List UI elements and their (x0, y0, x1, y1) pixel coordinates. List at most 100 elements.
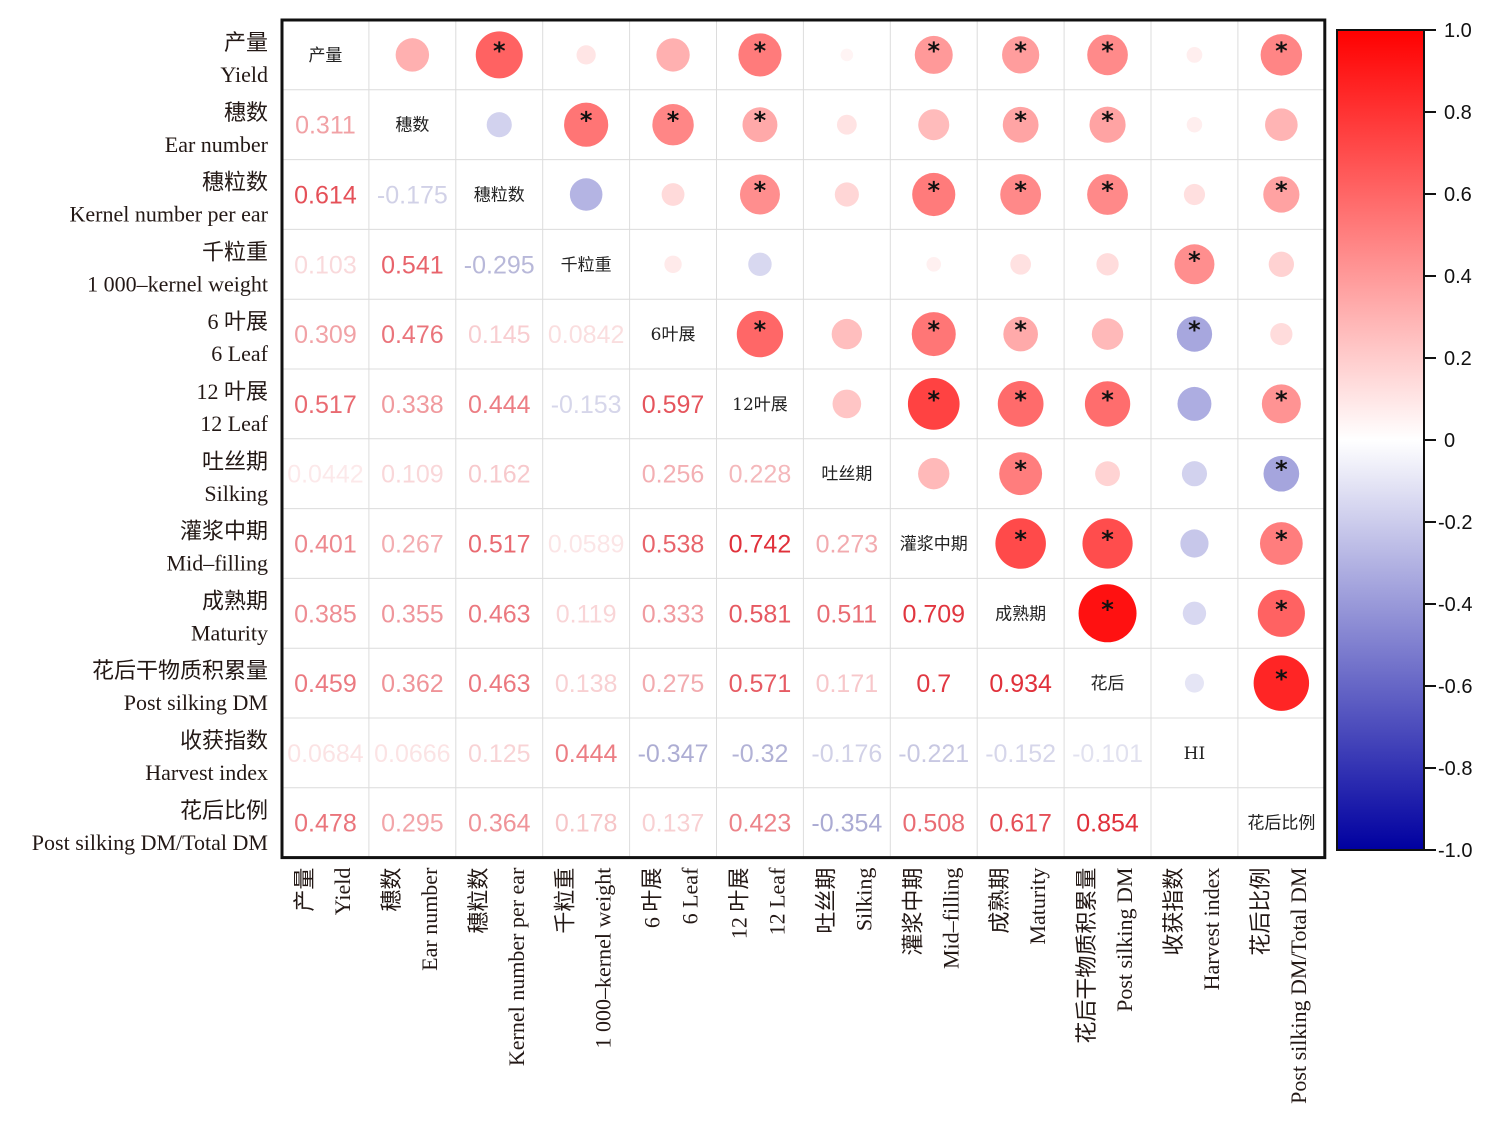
correlation-circle (1002, 36, 1040, 74)
correlation-value: -0.347 (638, 740, 709, 768)
significance-star: * (1101, 107, 1114, 135)
correlation-value: 0.7 (916, 670, 951, 698)
correlation-value: -0.32 (731, 740, 788, 768)
correlation-circle (1263, 455, 1300, 492)
column-label-zh: 吐丝期 (813, 868, 838, 934)
row-label-zh: 千粒重 (202, 239, 268, 264)
significance-star: * (667, 107, 680, 135)
correlation-value: 0.617 (989, 810, 1052, 838)
correlation-value: -0.153 (551, 391, 622, 419)
correlation-value: 0.103 (294, 251, 357, 279)
correlation-circle (486, 112, 512, 138)
correlation-value: 0.137 (642, 810, 705, 838)
correlation-circle (1078, 584, 1137, 643)
column-label-en: 12 Leaf (765, 867, 790, 935)
significance-star: * (1275, 665, 1288, 693)
correlation-circle (1270, 322, 1293, 346)
column-label-zh: 花后干物质积累量 (1074, 868, 1099, 1044)
significance-star: * (1188, 316, 1201, 344)
column-label-en: Post silking DM/Total DM (1286, 868, 1311, 1104)
correlation-value: 0.333 (642, 600, 705, 628)
correlation-value: 0.742 (729, 531, 792, 559)
correlation-value: 0.476 (381, 321, 444, 349)
correlation-circle (840, 48, 854, 62)
row-label-en: Mid–filling (167, 551, 268, 576)
row-label-en: Kernel number per ear (69, 202, 268, 227)
column-label-zh: 穗数 (379, 868, 404, 912)
correlation-circle (1095, 461, 1120, 487)
row-label-en: 12 Leaf (200, 411, 268, 436)
significance-star: * (927, 316, 940, 344)
row-label-en: 6 Leaf (211, 341, 268, 366)
correlation-value: -0.152 (985, 740, 1056, 768)
correlation-value: 0.709 (902, 600, 965, 628)
significance-star: * (1275, 386, 1288, 414)
correlation-circle (652, 104, 694, 146)
correlation-value: 0.355 (381, 600, 444, 628)
correlation-circle (739, 174, 780, 215)
correlation-value: 0.934 (989, 670, 1052, 698)
correlation-circle (1087, 174, 1128, 215)
diagonal-label: 花后比例 (1247, 814, 1315, 834)
correlation-value: 0.423 (729, 810, 792, 838)
correlation-value: -0.176 (811, 740, 882, 768)
correlation-circle (843, 261, 850, 268)
significance-star: * (1188, 246, 1201, 274)
correlation-circle (1177, 386, 1212, 421)
correlation-circle (576, 45, 596, 65)
correlation-value: 0.508 (902, 810, 965, 838)
correlation-value: 0.162 (468, 461, 531, 489)
significance-star: * (1275, 526, 1288, 554)
diagonal-label: 穗粒数 (474, 186, 525, 206)
correlation-value: 0.0589 (548, 531, 624, 559)
correlation-value: 0.581 (729, 600, 792, 628)
significance-star: * (493, 37, 506, 65)
correlation-circle (907, 378, 960, 430)
diagonal-label: 成熟期 (995, 603, 1046, 624)
correlation-circle (1259, 522, 1303, 565)
correlation-circle (1253, 655, 1310, 711)
correlation-value: 0.138 (555, 670, 618, 698)
correlation-circle (1082, 518, 1133, 569)
correlation-circle (661, 183, 685, 206)
column-label-zh: 收获指数 (1161, 868, 1186, 956)
column-label-en: 6 Leaf (678, 867, 703, 924)
colorbar-tick-label: -0.6 (1438, 676, 1472, 698)
row-label-en: Maturity (191, 620, 268, 645)
row-label-en: Ear number (165, 132, 269, 157)
significance-star: * (1014, 526, 1027, 554)
correlation-circle (831, 318, 863, 350)
correlation-circle (1186, 116, 1203, 133)
correlation-value: 0.311 (295, 112, 356, 140)
row-labels: 产量 Yield 穗数 Ear number 穗粒数 Kernel number per … (32, 30, 269, 855)
correlation-value: 0.275 (642, 670, 705, 698)
correlation-value: -0.175 (377, 182, 448, 210)
diagonal-label: 吐丝期 (821, 465, 872, 485)
correlation-value: 0.538 (642, 531, 705, 559)
correlation-circle (926, 257, 942, 272)
correlation-value: 0.0442 (287, 461, 363, 489)
correlation-circle (1003, 316, 1038, 352)
significance-star: * (1101, 177, 1114, 205)
correlation-circle (748, 252, 772, 277)
correlation-value: 0.0684 (287, 740, 364, 768)
column-labels: 产量 Yield 穗数 Ear number 穗粒数 Kernel number per … (292, 867, 1311, 1104)
column-label-zh: 成熟期 (987, 868, 1012, 934)
diagonal-label: 产量 (308, 46, 342, 66)
correlation-circle (1181, 461, 1208, 487)
colorbar-tick-label: 0.4 (1444, 266, 1472, 288)
correlation-value: 0.463 (468, 600, 531, 628)
significance-star: * (754, 316, 767, 344)
correlation-circle (1263, 176, 1300, 213)
correlation-circle (742, 107, 778, 143)
correlation-value: 0.309 (294, 321, 357, 349)
column-label-en: Yield (330, 868, 355, 916)
correlation-value: 0.0666 (374, 740, 450, 768)
correlation-circle (836, 114, 857, 135)
column-label-en: Mid–filling (938, 868, 963, 969)
row-label-en: Post silking DM (124, 690, 268, 715)
significance-star: * (1101, 37, 1114, 65)
correlation-circle (1184, 673, 1204, 693)
column-label-en: Ear number (417, 867, 442, 971)
correlation-value: 0.614 (294, 182, 357, 210)
